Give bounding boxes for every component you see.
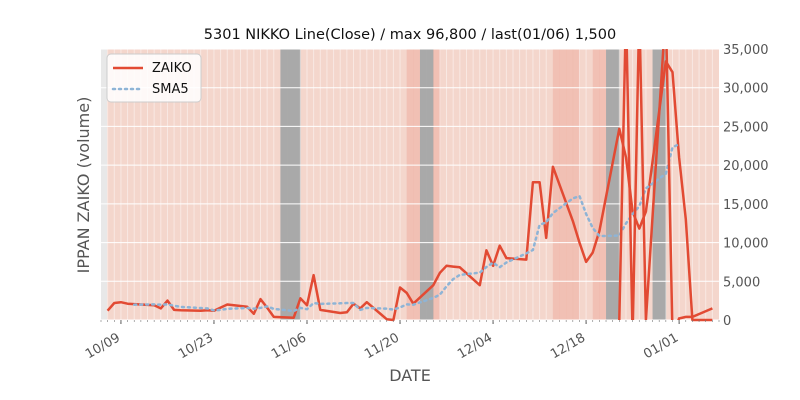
highlight-day-band xyxy=(566,49,574,320)
x-tick-label: 01/01 xyxy=(641,330,681,362)
gray-day-band xyxy=(293,49,301,320)
left-margin-strip xyxy=(101,49,107,320)
y-axis-label: IPPAN ZAIKO (volume) xyxy=(74,97,93,274)
legend-label-zaiko: ZAIKO xyxy=(152,61,192,76)
y-tick-label: 10,000 xyxy=(723,237,769,252)
highlight-day-band xyxy=(572,49,580,320)
gray-day-band xyxy=(287,49,295,320)
gray-day-band xyxy=(280,49,288,320)
y-tick-label: 15,000 xyxy=(723,198,769,213)
y-tick-label: 5,000 xyxy=(723,275,760,290)
x-tick-label: 10/09 xyxy=(83,330,123,362)
x-axis-label: DATE xyxy=(389,366,431,385)
highlight-day-band xyxy=(406,49,414,320)
grid-lines xyxy=(101,48,719,321)
highlight-day-band xyxy=(592,49,600,320)
y-tick-label: 20,000 xyxy=(723,159,769,174)
x-tick-label: 12/04 xyxy=(455,330,495,362)
series-line-zaiko xyxy=(106,60,713,322)
legend-label-sma5: SMA5 xyxy=(152,82,189,97)
gray-day-band xyxy=(426,49,434,320)
highlight-day-band xyxy=(559,49,567,320)
gray-day-band xyxy=(659,49,667,320)
x-ticks: 10/09 10/23 11/06 11/20 12/04 12/18 01/01 xyxy=(83,320,720,362)
x-tick-label: 10/23 xyxy=(176,330,216,362)
y-tick-label: 30,000 xyxy=(723,82,769,97)
highlight-day-band xyxy=(552,49,560,320)
series-line-zaiko-offscale xyxy=(618,49,713,320)
gray-day-band xyxy=(419,49,427,320)
y-ticks: 0 5,000 10,000 15,000 20,000 25,000 30,000 35,0… xyxy=(723,43,769,329)
y-tick-label: 0 xyxy=(723,314,731,329)
highlight-day-band xyxy=(413,49,421,320)
series-line-sma5 xyxy=(132,142,681,313)
x-tick-label: 12/18 xyxy=(548,330,588,362)
y-tick-label: 25,000 xyxy=(723,120,769,135)
x-tick-label: 11/20 xyxy=(362,330,402,362)
highlight-day-band xyxy=(599,49,607,320)
series-lines xyxy=(106,49,713,322)
x-tick-label: 11/06 xyxy=(269,330,309,362)
chart-title: 5301 NIKKO Line(Close) / max 96,800 / la… xyxy=(204,27,616,43)
shaded-bands xyxy=(100,49,713,320)
y-tick-label: 35,000 xyxy=(723,43,769,58)
gray-day-band xyxy=(652,49,660,320)
highlight-day-band xyxy=(433,49,441,320)
gray-day-band xyxy=(612,49,620,320)
legend: ZAIKO SMA5 xyxy=(106,53,202,103)
